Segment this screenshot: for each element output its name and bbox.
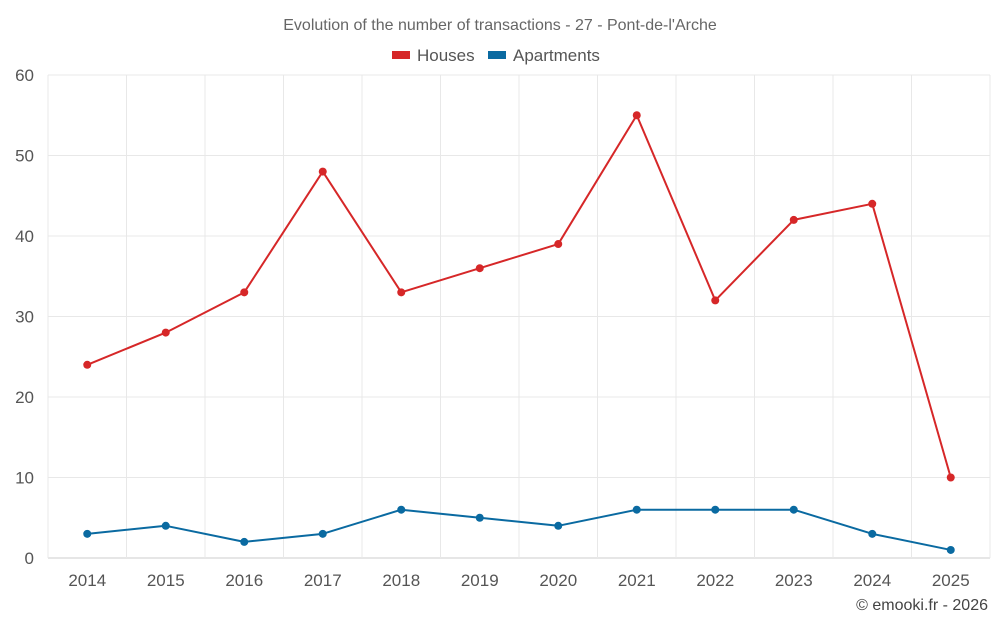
series-houses — [83, 111, 955, 482]
data-point-apartments[interactable] — [475, 513, 484, 522]
data-point-apartments[interactable] — [397, 505, 406, 514]
x-tick-label: 2025 — [932, 571, 970, 590]
chart-title: Evolution of the number of transactions … — [283, 17, 717, 34]
y-tick-label: 50 — [15, 147, 34, 166]
x-tick-label: 2014 — [68, 571, 106, 590]
credit-text: © emooki.fr - 2026 — [856, 597, 988, 614]
x-tick-label: 2018 — [382, 571, 420, 590]
data-point-apartments[interactable] — [789, 505, 798, 514]
data-point-houses[interactable] — [83, 360, 92, 369]
grid — [47, 74, 991, 559]
data-point-apartments[interactable] — [318, 529, 327, 538]
x-tick-label: 2019 — [461, 571, 499, 590]
legend-swatch-apartments — [488, 51, 506, 59]
x-tick-label: 2020 — [539, 571, 577, 590]
x-tick-label: 2017 — [304, 571, 342, 590]
legend-swatch-houses — [392, 51, 410, 59]
data-point-houses[interactable] — [789, 215, 798, 224]
data-point-houses[interactable] — [946, 473, 955, 482]
data-point-houses[interactable] — [475, 264, 484, 273]
legend-label-apartments: Apartments — [513, 46, 600, 65]
data-point-houses[interactable] — [554, 240, 563, 249]
x-tick-label: 2015 — [147, 571, 185, 590]
y-tick-label: 20 — [15, 388, 34, 407]
data-point-apartments[interactable] — [240, 537, 249, 546]
data-point-houses[interactable] — [161, 328, 170, 337]
x-tick-label: 2022 — [696, 571, 734, 590]
series-group — [83, 111, 955, 554]
y-tick-label: 0 — [25, 549, 34, 568]
x-tick-label: 2021 — [618, 571, 656, 590]
data-point-apartments[interactable] — [83, 529, 92, 538]
data-point-apartments[interactable] — [946, 545, 955, 554]
y-tick-label: 40 — [15, 227, 34, 246]
data-point-houses[interactable] — [318, 167, 327, 176]
data-point-apartments[interactable] — [711, 505, 720, 514]
data-point-houses[interactable] — [711, 296, 720, 305]
data-point-apartments[interactable] — [161, 521, 170, 530]
x-axis: 2014 2015 2016 2017 2018 2019 2020 2021 2022 2023… — [68, 571, 969, 590]
series-line-apartments — [87, 508, 951, 551]
data-point-houses[interactable] — [240, 288, 249, 297]
series-line-houses — [86, 114, 952, 478]
y-tick-label: 10 — [15, 469, 34, 488]
data-point-apartments[interactable] — [632, 505, 641, 514]
x-tick-label: 2023 — [775, 571, 813, 590]
series-apartments — [83, 505, 955, 554]
data-point-apartments[interactable] — [554, 521, 563, 530]
y-tick-label: 60 — [15, 66, 34, 85]
data-point-houses[interactable] — [397, 288, 406, 297]
x-tick-label: 2024 — [853, 571, 891, 590]
legend-item-houses[interactable]: Houses — [392, 46, 475, 65]
data-point-apartments[interactable] — [868, 529, 877, 538]
x-tick-label: 2016 — [225, 571, 263, 590]
data-point-houses[interactable] — [868, 199, 877, 208]
data-point-houses[interactable] — [632, 111, 641, 120]
legend-label-houses: Houses — [417, 46, 475, 65]
legend-item-apartments[interactable]: Apartments — [488, 46, 600, 65]
y-axis: 0 10 20 30 40 50 60 — [15, 66, 34, 568]
y-tick-label: 30 — [15, 308, 34, 327]
legend: Houses Apartments — [392, 46, 600, 65]
